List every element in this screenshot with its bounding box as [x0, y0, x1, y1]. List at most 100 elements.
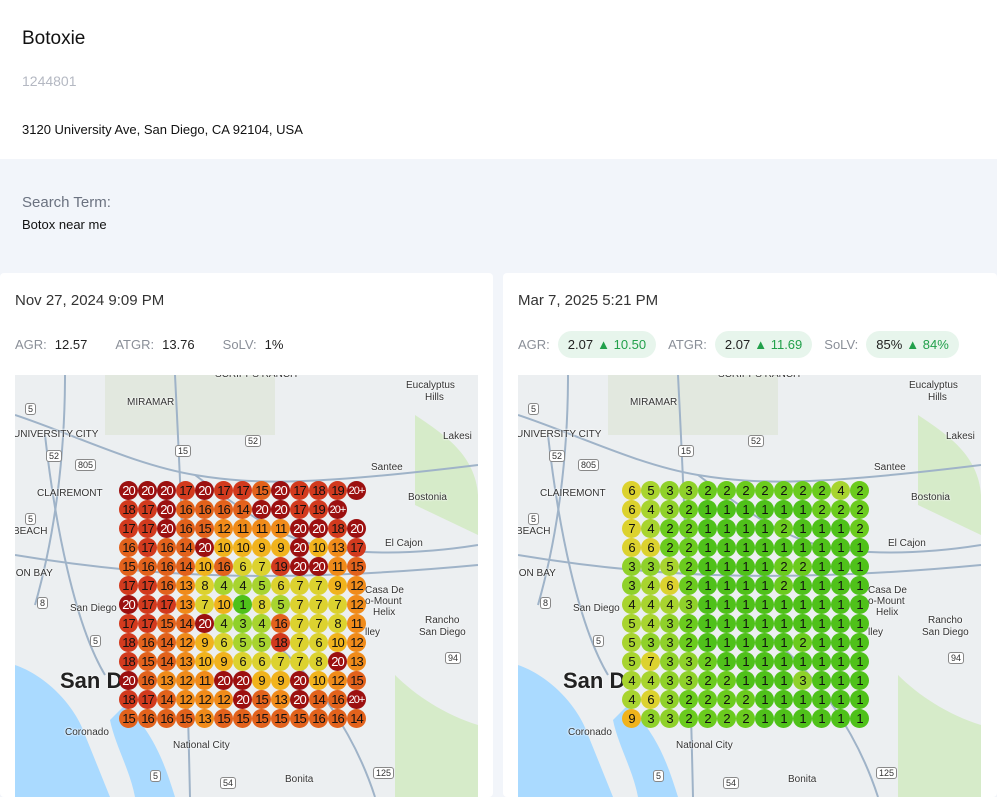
rank-pin[interactable]: 18 — [119, 652, 138, 671]
rank-pin[interactable]: 20 — [233, 671, 252, 690]
rank-pin[interactable]: 14 — [309, 690, 328, 709]
rank-pin[interactable]: 19 — [328, 481, 347, 500]
rank-pin[interactable]: 16 — [157, 576, 176, 595]
rank-pin[interactable]: 1 — [698, 557, 717, 576]
rank-pin[interactable]: 1 — [793, 690, 812, 709]
rank-pin[interactable]: 2 — [679, 557, 698, 576]
rank-pin[interactable]: 2 — [831, 500, 850, 519]
rank-pin[interactable]: 9 — [328, 576, 347, 595]
rank-pin[interactable]: 4 — [641, 519, 660, 538]
rank-pin[interactable]: 8 — [328, 614, 347, 633]
rank-pin[interactable]: 1 — [812, 576, 831, 595]
rank-pin[interactable]: 1 — [755, 519, 774, 538]
rank-pin[interactable]: 15 — [138, 652, 157, 671]
rank-pin[interactable]: 1 — [755, 690, 774, 709]
rank-pin[interactable]: 20 — [157, 481, 176, 500]
rank-pin[interactable]: 6 — [233, 557, 252, 576]
rank-pin[interactable]: 15 — [157, 614, 176, 633]
rank-pin[interactable]: 10 — [233, 538, 252, 557]
rank-pin[interactable]: 5 — [622, 633, 641, 652]
rank-pin[interactable]: 6 — [622, 481, 641, 500]
rank-pin[interactable]: 20 — [271, 500, 290, 519]
rank-pin[interactable]: 2 — [679, 500, 698, 519]
rank-pin[interactable]: 1 — [831, 690, 850, 709]
rank-pin[interactable]: 1 — [793, 576, 812, 595]
rank-pin[interactable]: 1 — [717, 519, 736, 538]
rank-pin[interactable]: 12 — [176, 690, 195, 709]
rank-pin[interactable]: 2 — [679, 709, 698, 728]
rank-pin[interactable]: 14 — [176, 557, 195, 576]
rank-pin[interactable]: 15 — [347, 671, 366, 690]
rank-pin[interactable]: 17 — [176, 481, 195, 500]
rank-pin[interactable]: 18 — [119, 690, 138, 709]
rank-pin[interactable]: 14 — [176, 538, 195, 557]
rank-pin[interactable]: 1 — [850, 614, 869, 633]
rank-pin[interactable]: 2 — [698, 652, 717, 671]
rank-pin[interactable]: 7 — [271, 652, 290, 671]
rank-pin[interactable]: 1 — [850, 595, 869, 614]
rank-pin[interactable]: 16 — [138, 671, 157, 690]
rank-pin[interactable]: 9 — [252, 671, 271, 690]
rank-pin[interactable]: 7 — [641, 652, 660, 671]
rank-pin[interactable]: 9 — [252, 538, 271, 557]
rank-pin[interactable]: 17 — [214, 481, 233, 500]
rank-pin[interactable]: 1 — [831, 576, 850, 595]
rank-pin[interactable]: 8 — [195, 576, 214, 595]
rank-pin[interactable]: 1 — [774, 671, 793, 690]
rank-pin[interactable]: 2 — [774, 519, 793, 538]
rank-pin[interactable]: 2 — [793, 481, 812, 500]
rank-pin[interactable]: 10 — [328, 633, 347, 652]
rank-pin[interactable]: 8 — [252, 595, 271, 614]
rank-pin[interactable]: 17 — [119, 576, 138, 595]
rank-pin[interactable]: 1 — [755, 709, 774, 728]
rank-pin[interactable]: 19 — [271, 557, 290, 576]
rank-pin[interactable]: 1 — [850, 690, 869, 709]
rank-pin[interactable]: 2 — [660, 519, 679, 538]
rank-pin[interactable]: 1 — [717, 538, 736, 557]
rank-pin[interactable]: 1 — [698, 538, 717, 557]
rank-pin[interactable]: 6 — [622, 538, 641, 557]
rank-pin[interactable]: 12 — [176, 671, 195, 690]
rank-pin[interactable]: 1 — [793, 652, 812, 671]
rank-pin[interactable]: 5 — [252, 576, 271, 595]
rank-pin[interactable]: 15 — [214, 709, 233, 728]
rank-pin[interactable]: 1 — [793, 538, 812, 557]
rank-pin[interactable]: 12 — [328, 671, 347, 690]
rank-pin[interactable]: 11 — [347, 614, 366, 633]
rank-pin[interactable]: 16 — [138, 633, 157, 652]
rank-pin[interactable]: 9 — [214, 652, 233, 671]
rank-pin[interactable]: 13 — [157, 671, 176, 690]
rank-pin[interactable]: 11 — [252, 519, 271, 538]
rank-pin[interactable]: 1 — [774, 595, 793, 614]
rank-pin[interactable]: 16 — [119, 538, 138, 557]
rank-pin[interactable]: 1 — [736, 614, 755, 633]
rank-pin[interactable]: 20 — [290, 519, 309, 538]
rank-pin[interactable]: 14 — [347, 709, 366, 728]
rank-pin[interactable]: 1 — [736, 671, 755, 690]
rank-pin[interactable]: 1 — [831, 671, 850, 690]
rank-pin[interactable]: 4 — [622, 671, 641, 690]
rank-pin[interactable]: 17 — [138, 538, 157, 557]
rank-pin[interactable]: 2 — [717, 709, 736, 728]
rank-pin[interactable]: 1 — [755, 576, 774, 595]
rank-pin[interactable]: 1 — [755, 557, 774, 576]
rank-pin[interactable]: 2 — [717, 671, 736, 690]
rank-pin[interactable]: 8 — [309, 652, 328, 671]
rank-pin[interactable]: 20 — [119, 671, 138, 690]
rank-pin[interactable]: 10 — [195, 557, 214, 576]
rank-pin[interactable]: 1 — [717, 614, 736, 633]
rank-pin[interactable]: 20 — [290, 538, 309, 557]
rank-pin[interactable]: 20 — [195, 614, 214, 633]
rank-pin[interactable]: 1 — [736, 557, 755, 576]
rank-pin[interactable]: 12 — [347, 576, 366, 595]
rank-pin[interactable]: 20 — [309, 557, 328, 576]
rank-pin[interactable]: 5 — [271, 595, 290, 614]
rank-pin[interactable]: 1 — [793, 709, 812, 728]
rank-pin[interactable]: 17 — [290, 481, 309, 500]
rank-pin[interactable]: 16 — [328, 690, 347, 709]
rank-pin[interactable]: 15 — [233, 709, 252, 728]
rank-pin[interactable]: 11 — [195, 671, 214, 690]
rank-pin[interactable]: 12 — [347, 633, 366, 652]
rank-pin[interactable]: 2 — [736, 481, 755, 500]
rank-pin[interactable]: 1 — [774, 500, 793, 519]
